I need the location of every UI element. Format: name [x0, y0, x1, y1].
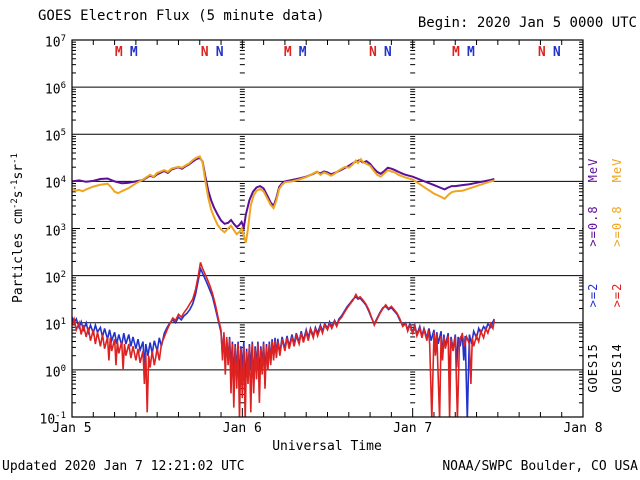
chart-title: GOES Electron Flux (5 minute data)	[38, 8, 325, 24]
legend-goes14-ge08: >=0.8	[610, 205, 624, 247]
x-tick-label: Jan 7	[393, 421, 433, 436]
x-tick-label: Jan 6	[222, 421, 262, 436]
x-axis-title: Universal Time	[272, 439, 382, 454]
legend-goes15-ge08: >=0.8	[586, 205, 600, 247]
updated-timestamp: Updated 2020 Jan 7 12:21:02 UTC	[2, 459, 245, 474]
noon-midnight-marker: M	[452, 45, 460, 60]
legend-goes15-mev: MeV	[586, 157, 600, 183]
y-tick-label: 100	[44, 363, 66, 381]
series-goes14-2-mev	[72, 262, 496, 417]
legend-goes15-label: GOES15	[586, 343, 600, 393]
noon-midnight-marker: N	[201, 45, 209, 60]
legend-goes14-mev: MeV	[610, 157, 624, 183]
y-tick-label: 102	[44, 269, 66, 286]
y-tick-label: 101	[44, 316, 66, 334]
plot-frame	[71, 39, 584, 418]
noon-midnight-marker: M	[115, 45, 123, 60]
y-tick-label: 104	[44, 175, 66, 192]
y-tick-label: 103	[44, 222, 66, 239]
noon-midnight-marker: N	[216, 45, 224, 60]
x-tick-label: Jan 8	[563, 421, 603, 436]
x-tick-label: Jan 5	[52, 421, 92, 436]
noon-midnight-marker: N	[538, 45, 546, 60]
noon-midnight-marker: M	[284, 45, 292, 60]
noon-midnight-marker: N	[384, 45, 392, 60]
noon-midnight-marker: N	[369, 45, 377, 60]
y-tick-label: 10-1	[39, 411, 67, 428]
series-goes14-0-8-mev	[72, 155, 495, 243]
noon-midnight-marker: M	[467, 45, 475, 60]
legend-goes15-ge2: >=2	[586, 282, 600, 308]
legend-goes14-ge2: >=2	[610, 282, 624, 308]
credit-text: NOAA/SWPC Boulder, CO USA	[442, 459, 638, 474]
series-goes15-2-mev	[72, 265, 496, 417]
noon-midnight-marker: N	[553, 45, 561, 60]
y-tick-label: 105	[44, 128, 66, 145]
begin-timestamp: Begin: 2020 Jan 5 0000 UTC	[417, 15, 637, 31]
y-tick-label: 106	[44, 81, 66, 98]
noon-midnight-marker: M	[299, 45, 307, 60]
noon-midnight-marker: M	[130, 45, 138, 60]
y-tick-label: 107	[44, 34, 66, 51]
legend-goes14-label: GOES14	[610, 343, 624, 393]
